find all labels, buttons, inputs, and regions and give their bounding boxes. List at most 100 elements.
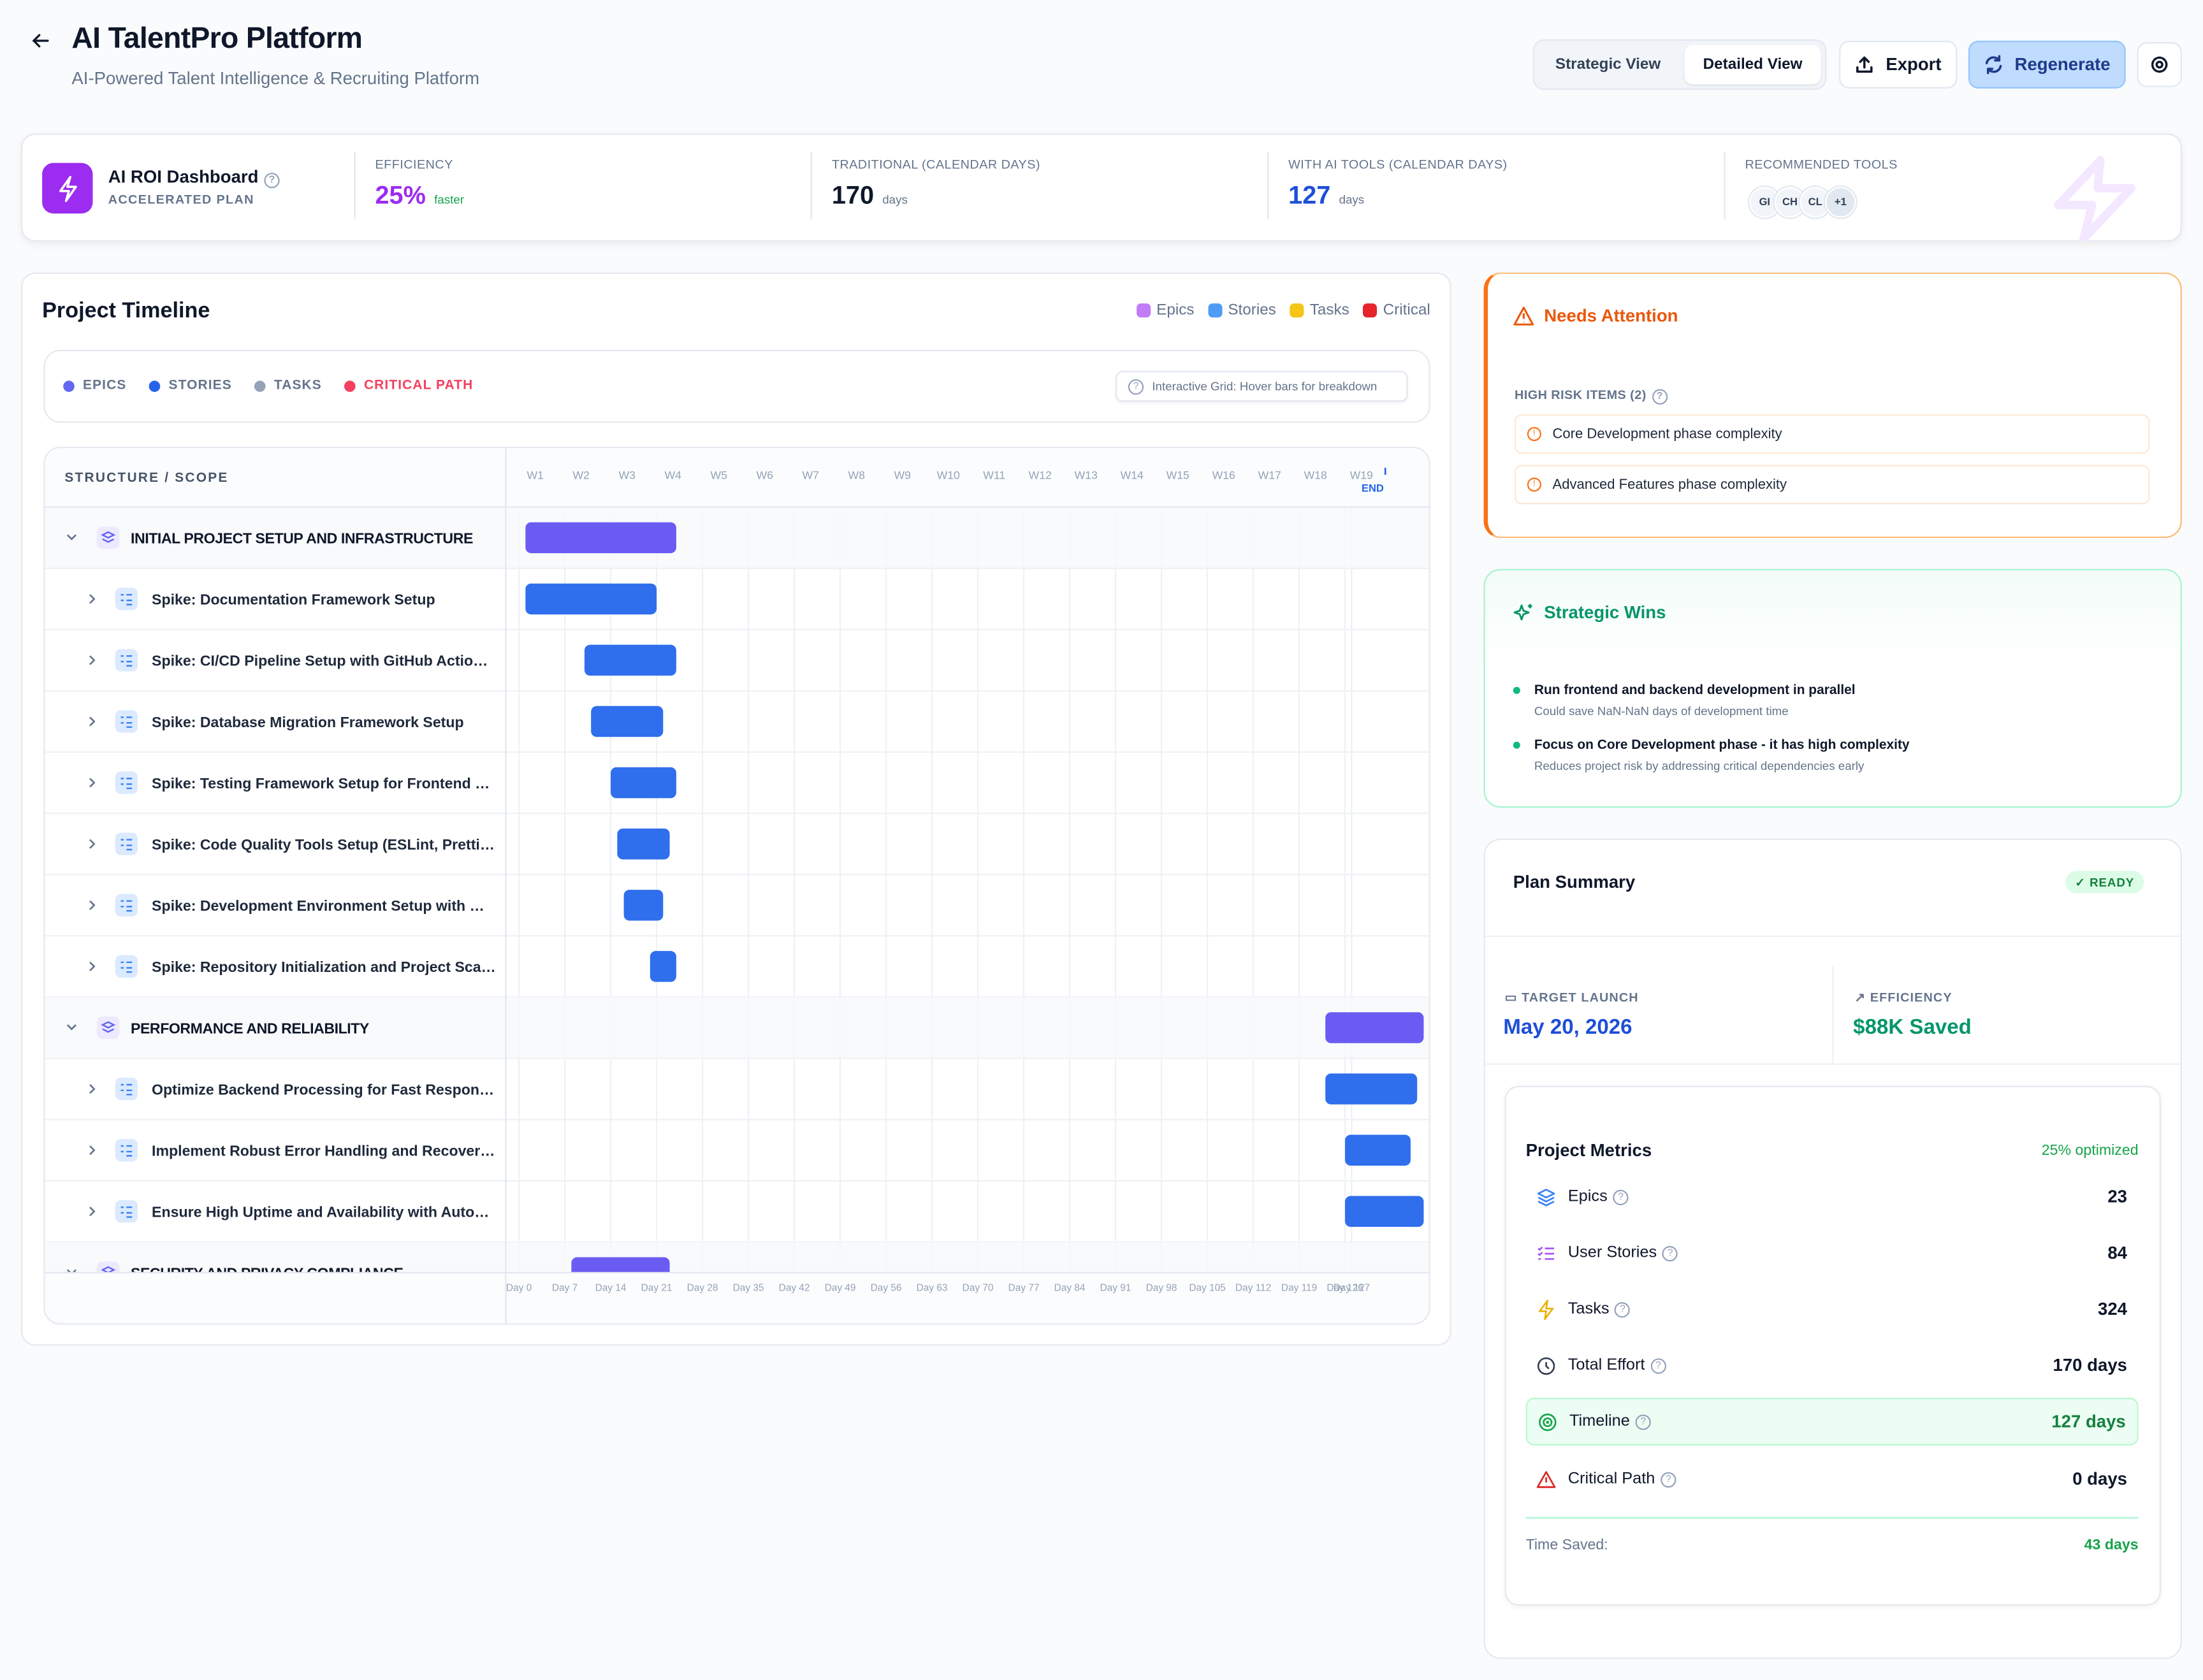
stat-value: 170 <box>831 181 875 210</box>
chevron-right[interactable] <box>89 961 96 971</box>
rows: INITIAL PROJECT SETUP AND INFRASTRUCTURE… <box>45 507 1429 1288</box>
tab-active[interactable]: Detailed View <box>1684 45 1821 85</box>
story-label: Spike: Documentation Framework Setup <box>152 591 435 608</box>
regenerate-button[interactable]: Regenerate <box>1968 40 2126 89</box>
story-bar[interactable] <box>623 890 664 921</box>
wins-card <box>1483 568 2182 808</box>
epic-row-bg <box>45 997 1429 1059</box>
metric-icon <box>1537 1188 1555 1206</box>
story-icon <box>115 649 138 672</box>
story-label: Optimize Backend Processing for Fast Res… <box>152 1081 494 1097</box>
help-icon[interactable]: ? <box>1613 1189 1629 1205</box>
metric-icon <box>1539 1412 1557 1431</box>
story-bar[interactable] <box>611 767 676 799</box>
settings-button[interactable] <box>2137 42 2182 87</box>
header-bg <box>45 448 1429 507</box>
epic-bar[interactable] <box>571 1257 670 1288</box>
chevron-right[interactable] <box>89 655 96 665</box>
story-bar[interactable] <box>1345 1134 1411 1166</box>
story-bar[interactable] <box>650 951 676 982</box>
help-icon[interactable]: ? <box>1652 389 1668 405</box>
story-bar[interactable] <box>1345 1196 1424 1227</box>
help-icon[interactable]: ? <box>264 173 280 189</box>
day-label: Day 91 <box>1100 1283 1131 1294</box>
page-title: AI TalentPro Platform <box>71 22 363 55</box>
legend-label: Epics <box>1156 301 1195 319</box>
back-button[interactable] <box>31 31 50 50</box>
legend-item: Stories <box>1208 301 1276 319</box>
chevron-right[interactable] <box>89 1145 96 1155</box>
story-bar[interactable] <box>584 644 676 676</box>
stat: 25% faster <box>375 181 464 210</box>
story-bar[interactable] <box>617 828 670 860</box>
optimized: 25% optimized <box>2041 1141 2139 1159</box>
metric-row: Epics? 23 <box>1526 1175 2139 1220</box>
attention-title: Needs Attention <box>1544 306 1678 326</box>
timeline-title: Project Timeline <box>42 299 210 323</box>
story-bar[interactable] <box>591 706 664 737</box>
button-label: Regenerate <box>2014 54 2111 75</box>
export-button[interactable]: Export <box>1839 40 1958 89</box>
epic-label: PERFORMANCE AND RELIABILITY <box>131 1020 370 1036</box>
chevron-right[interactable] <box>89 1084 96 1094</box>
tab[interactable]: Strategic View <box>1555 56 1661 73</box>
status-badge: ✓ READY <box>2065 871 2144 894</box>
summary-title: Plan Summary <box>1513 872 1636 892</box>
metric-label: Timeline <box>1569 1413 1630 1430</box>
help-icon[interactable]: ? <box>1661 1471 1676 1488</box>
chevron-right[interactable] <box>89 900 96 910</box>
icon <box>1985 55 2002 75</box>
win-title: Run frontend and backend development in … <box>1534 683 1856 699</box>
story-label: Spike: Database Migration Framework Setu… <box>152 714 464 730</box>
metric-icon <box>1536 1470 1556 1488</box>
chevron-down[interactable] <box>66 1269 76 1274</box>
chevron-right[interactable] <box>89 778 96 788</box>
legend-swatch <box>1290 303 1304 318</box>
story-bar[interactable] <box>525 583 657 615</box>
story-icon <box>115 710 138 733</box>
stat-note: days <box>882 192 908 206</box>
chevron-down[interactable] <box>66 1024 76 1031</box>
epic-bar[interactable] <box>525 522 676 553</box>
chevron-right[interactable] <box>89 716 96 727</box>
stat-label: WITH AI TOOLS (CALENDAR DAYS) <box>1288 157 1508 171</box>
tool-chip: +1 <box>1825 187 1856 218</box>
metrics-title: Project Metrics <box>1525 1140 1652 1161</box>
epic-row-bg <box>45 1242 1429 1273</box>
text: TARGET LAUNCH <box>1522 990 1639 1004</box>
legend-label: Stories <box>1228 301 1276 319</box>
epic-bar[interactable] <box>1325 1012 1424 1043</box>
key-bar <box>43 349 1430 423</box>
icon-glyph <box>1538 1245 1554 1259</box>
week-label: W9 <box>894 469 911 482</box>
week-label: W1 <box>527 469 544 482</box>
efficiency-value: $88K Saved <box>1853 1015 1972 1040</box>
win-dot <box>1513 741 1520 749</box>
metrics-card <box>1504 1085 2161 1606</box>
win-detail: Reduces project risk by addressing criti… <box>1534 758 1865 773</box>
metric-label: Critical Path <box>1567 1470 1655 1488</box>
key-label: TASKS <box>273 377 322 394</box>
week-label: W8 <box>848 469 866 482</box>
day-label: Day 56 <box>871 1283 902 1294</box>
stat-value: 25% <box>375 181 426 210</box>
divider <box>810 152 812 219</box>
chevron-right[interactable] <box>89 839 96 849</box>
divider <box>1485 1063 2181 1065</box>
chevron-right[interactable] <box>89 1206 96 1217</box>
story-icon <box>115 1077 138 1101</box>
help-icon[interactable]: ? <box>1615 1301 1631 1317</box>
epic-label: INITIAL PROJECT SETUP AND INFRASTRUCTURE <box>131 530 473 547</box>
icon-glyph <box>120 593 133 605</box>
win-detail: Could save NaN-NaN days of development t… <box>1534 704 1789 718</box>
chevron-right[interactable] <box>89 594 96 604</box>
help-icon[interactable]: ? <box>1635 1414 1651 1430</box>
metric-icon <box>1537 1356 1555 1375</box>
story-label: Spike: CI/CD Pipeline Setup with GitHub … <box>152 653 488 669</box>
chevron-down[interactable] <box>66 534 76 540</box>
story-bar[interactable] <box>1325 1073 1418 1104</box>
help-icon[interactable]: ? <box>1662 1245 1678 1261</box>
metric-row: Critical Path? 0 days <box>1526 1457 2139 1502</box>
help-icon[interactable]: ? <box>1650 1358 1666 1373</box>
